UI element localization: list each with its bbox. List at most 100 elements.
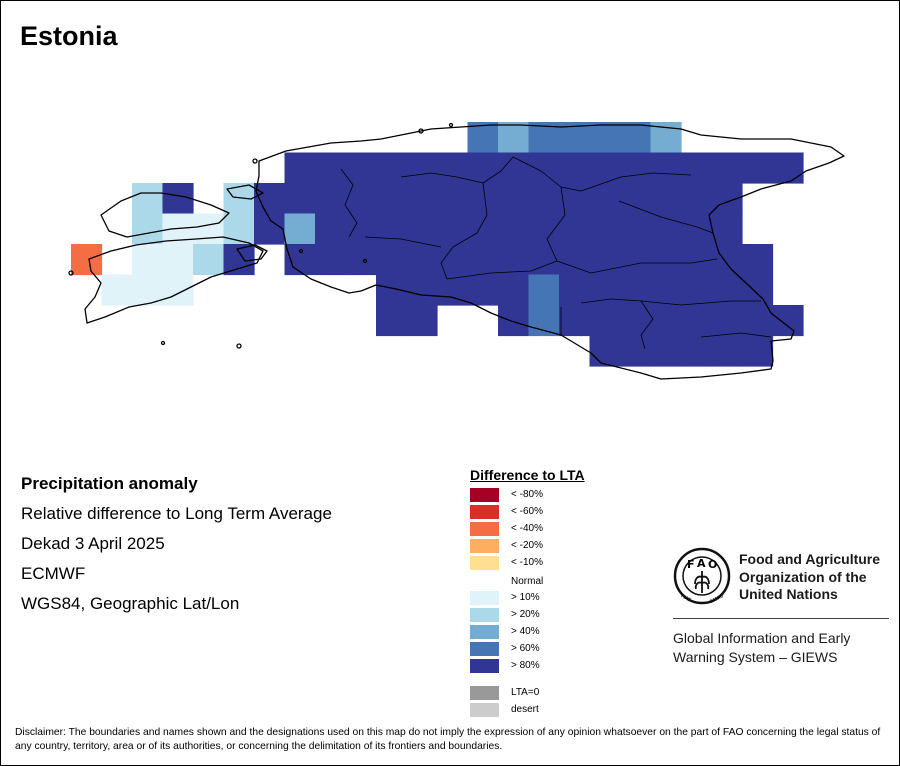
hiiumaa-island-outline bbox=[100, 192, 230, 238]
grid-cell bbox=[528, 152, 560, 184]
divider bbox=[673, 618, 889, 619]
muhu-island-outline bbox=[236, 244, 268, 262]
grid-cell bbox=[589, 305, 621, 337]
grid-cell bbox=[345, 152, 377, 184]
grid-cell bbox=[376, 183, 408, 215]
grid-cell bbox=[559, 274, 591, 306]
grid-cell bbox=[742, 244, 774, 276]
grid-cell bbox=[315, 213, 347, 245]
disclaimer: Disclaimer: The boundaries and names sho… bbox=[15, 727, 881, 752]
giews-name: Global Information and Early Warning Sys… bbox=[673, 629, 889, 667]
grid-cell bbox=[742, 274, 774, 306]
svg-text:A: A bbox=[697, 557, 706, 570]
grid-cell bbox=[132, 213, 164, 245]
grid-cell bbox=[772, 152, 804, 184]
legend-swatch bbox=[470, 703, 499, 717]
grid-cell bbox=[162, 244, 194, 276]
grid-cell bbox=[498, 305, 530, 337]
grid-cell bbox=[437, 152, 469, 184]
grid-cell bbox=[406, 244, 438, 276]
legend-swatch bbox=[470, 591, 499, 605]
legend-label: > 40% bbox=[511, 626, 540, 637]
legend: Difference to LTA < -80% < -60% < -40% < -2… bbox=[470, 467, 585, 717]
legend-label: < -80% bbox=[511, 489, 543, 500]
grid-cell bbox=[711, 305, 743, 337]
grid-cell bbox=[437, 183, 469, 215]
grid-cell bbox=[193, 213, 225, 245]
legend-swatch bbox=[470, 642, 499, 656]
svg-text:FIAT: FIAT bbox=[680, 593, 693, 604]
grid-cell bbox=[589, 122, 621, 154]
grid-cell bbox=[376, 305, 408, 337]
grid-cell bbox=[620, 122, 652, 154]
grid-cell bbox=[284, 213, 316, 245]
grid-cell bbox=[620, 152, 652, 184]
grid-cell bbox=[620, 244, 652, 276]
grid-cell bbox=[284, 152, 316, 184]
svg-text:F: F bbox=[687, 558, 695, 571]
grid-cell bbox=[681, 305, 713, 337]
grid-cell bbox=[345, 213, 377, 245]
grid-cell bbox=[742, 335, 774, 367]
grid-cell bbox=[681, 213, 713, 245]
svg-text:O: O bbox=[708, 558, 717, 571]
grid-cell bbox=[223, 213, 255, 245]
grid-cell bbox=[467, 274, 499, 306]
map-info: Precipitation anomaly Relative differenc… bbox=[21, 473, 332, 623]
grid-cell bbox=[498, 244, 530, 276]
grid-cell bbox=[620, 183, 652, 215]
grid-cell bbox=[345, 183, 377, 215]
svg-text:PANIS: PANIS bbox=[709, 593, 725, 605]
legend-label: > 10% bbox=[511, 592, 540, 603]
grid-cell bbox=[315, 244, 347, 276]
grid-cell bbox=[711, 335, 743, 367]
legend-label: > 20% bbox=[511, 609, 540, 620]
grid-cell bbox=[620, 213, 652, 245]
grid-cell bbox=[650, 335, 682, 367]
grid-cell bbox=[376, 213, 408, 245]
fao-name-line3: United Nations bbox=[739, 586, 838, 602]
grid-cell bbox=[650, 244, 682, 276]
grid-cell bbox=[467, 122, 499, 154]
saaremaa-island-outline bbox=[84, 236, 264, 324]
legend-label: < -40% bbox=[511, 523, 543, 534]
precipitation-anomaly-map bbox=[68, 122, 845, 380]
grid-cell bbox=[681, 152, 713, 184]
legend-swatch bbox=[470, 608, 499, 622]
grid-cell bbox=[71, 244, 103, 276]
legend-label: < -20% bbox=[511, 540, 543, 551]
grid-cell bbox=[742, 305, 774, 337]
grid-cell bbox=[589, 274, 621, 306]
grid-cell bbox=[376, 244, 408, 276]
grid-cell bbox=[528, 274, 560, 306]
grid-cell bbox=[467, 183, 499, 215]
grid-cell bbox=[528, 305, 560, 337]
grid-cell bbox=[681, 335, 713, 367]
legend-label: < -60% bbox=[511, 506, 543, 517]
projection: WGS84, Geographic Lat/Lon bbox=[21, 594, 240, 613]
grid-cell bbox=[162, 183, 194, 215]
grid-cell bbox=[650, 183, 682, 215]
grid-cell bbox=[284, 183, 316, 215]
grid-cell bbox=[589, 152, 621, 184]
grid-cell bbox=[437, 213, 469, 245]
grid-cell bbox=[711, 274, 743, 306]
grid-cell bbox=[681, 183, 713, 215]
grid-cell bbox=[711, 152, 743, 184]
grid-cell bbox=[528, 183, 560, 215]
grid-cell bbox=[498, 122, 530, 154]
giews-line2: Warning System – GIEWS bbox=[673, 649, 838, 665]
grid-cell bbox=[315, 183, 347, 215]
grid-cell bbox=[406, 152, 438, 184]
grid-cell bbox=[742, 152, 774, 184]
legend-label: > 80% bbox=[511, 660, 540, 671]
grid-cell bbox=[620, 335, 652, 367]
grid-cell bbox=[345, 244, 377, 276]
grid-cell bbox=[406, 213, 438, 245]
grid-cell bbox=[467, 213, 499, 245]
legend-swatch bbox=[470, 488, 499, 502]
grid-cell bbox=[559, 305, 591, 337]
grid-cell bbox=[650, 274, 682, 306]
grid-cell bbox=[772, 305, 804, 337]
